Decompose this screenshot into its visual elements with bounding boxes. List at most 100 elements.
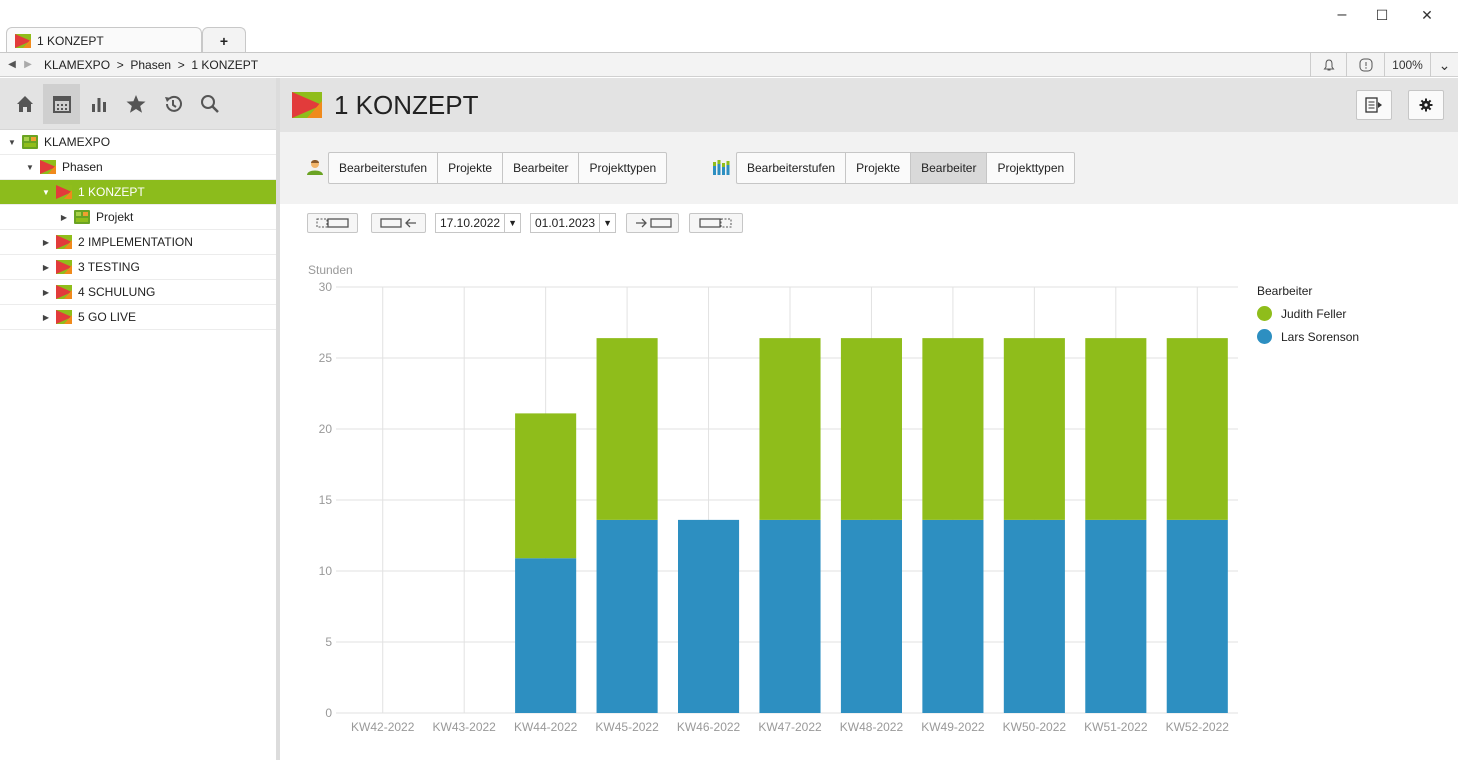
group-button-bearbeiterstufen[interactable]: Bearbeiterstufen (329, 153, 439, 183)
group-button-projekttypen[interactable]: Projekttypen (589, 161, 657, 175)
start-date-value: 17.10.2022 (440, 216, 501, 230)
bar-judith-feller (840, 338, 902, 520)
caret-right-icon[interactable]: ▶ (42, 237, 50, 247)
y-tick-label: 25 (319, 351, 333, 365)
sidebar: ▼ KLAMEXPO ▼ Phasen ▼ 1 KONZEPT ▶ Projekt ▶ 2 IMP… (0, 78, 276, 760)
legend-item[interactable]: Lars Sorenson (1257, 329, 1359, 344)
y-tick-label: 15 (319, 493, 333, 507)
legend-marker (1257, 306, 1272, 321)
x-tick-label: KW44-2022 (514, 720, 578, 734)
bar-judith-feller (1085, 338, 1147, 520)
caret-down-icon[interactable]: ▼ (8, 137, 16, 147)
phase-icon (40, 160, 56, 174)
legend-item[interactable]: Judith Feller (1257, 306, 1359, 321)
caret-down-icon[interactable]: ▼ (26, 162, 34, 172)
tree-item[interactable]: ▼ Phasen (0, 155, 276, 180)
tree-item-label: 1 KONZEPT (78, 185, 145, 199)
group-button-bearbeiterstufen[interactable]: Bearbeiterstufen (737, 153, 847, 183)
bar-lars-sorenson (678, 519, 740, 713)
address-bar-right: 100% ⌄ (1310, 53, 1458, 77)
search-icon[interactable] (191, 84, 228, 124)
chevron-down-icon: ▼ (504, 214, 520, 232)
x-tick-label: KW47-2022 (758, 720, 822, 734)
bar-lars-sorenson (1003, 519, 1065, 713)
export-button[interactable] (1356, 90, 1392, 120)
gear-icon (1419, 98, 1433, 112)
end-date-value: 01.01.2023 (535, 216, 596, 230)
project-tree: ▼ KLAMEXPO ▼ Phasen ▼ 1 KONZEPT ▶ Projekt ▶ 2 IMP… (0, 130, 276, 330)
x-tick-label: KW50-2022 (1003, 720, 1067, 734)
project-icon (22, 135, 38, 149)
stacked-bars-icon (713, 160, 730, 175)
caret-down-icon[interactable]: ▼ (42, 187, 50, 197)
tree-item[interactable]: ▼ KLAMEXPO (0, 130, 276, 155)
chart-legend: Bearbeiter Judith Feller Lars Sorenson (1257, 284, 1359, 344)
forward-icon[interactable]: ▶ (24, 59, 32, 70)
tree-item[interactable]: ▶ 2 IMPLEMENTATION (0, 230, 276, 255)
group-button-projekte[interactable]: Projekte (846, 153, 912, 183)
caret-right-icon[interactable]: ▶ (42, 287, 50, 297)
group-button-projekttypen[interactable]: Projekttypen (997, 161, 1065, 175)
bar-judith-feller (1166, 338, 1228, 520)
close-button[interactable]: ✕ (1421, 6, 1433, 23)
caret-right-icon[interactable]: ▶ (42, 312, 50, 322)
x-tick-label: KW42-2022 (351, 720, 415, 734)
sidebar-splitter[interactable] (276, 78, 280, 760)
tree-item-label: 4 SCHULUNG (78, 285, 156, 299)
star-icon[interactable] (117, 84, 154, 124)
group-button-bearbeiter[interactable]: Bearbeiter (911, 153, 988, 183)
x-tick-label: KW45-2022 (595, 720, 659, 734)
tree-item-label: 3 TESTING (78, 260, 140, 274)
x-tick-label: KW49-2022 (921, 720, 985, 734)
home-icon[interactable] (6, 84, 43, 124)
tree-item[interactable]: ▶ 5 GO LIVE (0, 305, 276, 330)
expand-left-button[interactable] (307, 213, 358, 233)
info-icon[interactable] (1346, 53, 1384, 77)
caret-right-icon[interactable]: ▶ (42, 262, 50, 272)
group-button-projekte[interactable]: Projekte (438, 153, 504, 183)
minimize-button[interactable]: – (1337, 6, 1347, 23)
tree-item[interactable]: ▼ 1 KONZEPT (0, 180, 276, 205)
export-icon (1365, 97, 1382, 113)
settings-button[interactable] (1408, 90, 1444, 120)
grouping-buttons-1: Bearbeiterstufen Projekte Bearbeiter Projek… (328, 152, 668, 184)
back-icon[interactable]: ◀ (8, 59, 16, 70)
chevron-down-icon[interactable]: ⌄ (1430, 53, 1458, 77)
phase-icon (15, 33, 31, 48)
tab-1-konzept[interactable]: 1 KONZEPT (6, 27, 202, 53)
bar-chart-icon[interactable] (80, 84, 117, 124)
bar-judith-feller (1003, 338, 1065, 520)
tree-item-label: 5 GO LIVE (78, 310, 137, 324)
tree-item[interactable]: ▶ 4 SCHULUNG (0, 280, 276, 305)
tree-item-label: Phasen (62, 160, 103, 174)
caret-right-icon[interactable]: ▶ (60, 212, 68, 222)
bar-judith-feller (759, 338, 821, 520)
y-tick-label: 5 (325, 635, 332, 649)
calendar-icon[interactable] (43, 83, 80, 124)
history-icon[interactable] (154, 84, 191, 124)
start-date-select[interactable]: 17.10.2022 ▼ (435, 213, 522, 233)
sidebar-toolbar (0, 78, 276, 130)
title-bar: 1 KONZEPT + – ☐ ✕ (0, 0, 1458, 53)
new-tab-button[interactable]: + (202, 27, 246, 53)
phase-icon (56, 310, 72, 324)
expand-right-icon (699, 218, 732, 228)
bar-judith-feller (596, 338, 658, 520)
shrink-right-button[interactable] (626, 213, 679, 233)
group-button-bearbeiter[interactable]: Bearbeiter (503, 153, 580, 183)
y-tick-label: 0 (325, 706, 332, 720)
page-title: 1 KONZEPT (334, 90, 479, 120)
phase-icon (56, 185, 72, 199)
bar-lars-sorenson (596, 519, 658, 713)
maximize-button[interactable]: ☐ (1375, 6, 1389, 23)
phase-icon (56, 260, 72, 274)
shrink-left-button[interactable] (371, 213, 426, 233)
bell-icon[interactable] (1310, 53, 1346, 77)
expand-right-button[interactable] (689, 213, 743, 233)
tree-item[interactable]: ▶ 3 TESTING (0, 255, 276, 280)
breadcrumb[interactable]: KLAMEXPO > Phasen > 1 KONZEPT (44, 57, 259, 72)
end-date-select[interactable]: 01.01.2023 ▼ (530, 213, 617, 233)
zoom-level[interactable]: 100% (1384, 53, 1430, 77)
phase-icon (56, 235, 72, 249)
tree-item[interactable]: ▶ Projekt (0, 205, 276, 230)
